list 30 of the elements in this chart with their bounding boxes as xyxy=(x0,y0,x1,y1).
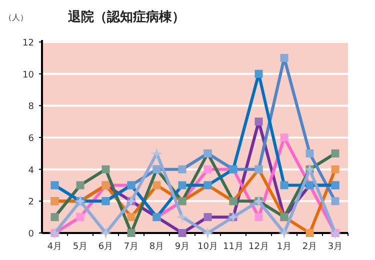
y-tick-label: 4 xyxy=(28,166,34,176)
x-tick-label: 7月 xyxy=(124,242,139,252)
point xyxy=(204,165,212,174)
y-axis-title: （人） xyxy=(4,13,28,22)
y-tick-label: 12 xyxy=(22,38,34,48)
y-tick-label: 2 xyxy=(28,198,34,208)
x-tick-label: 6月 xyxy=(98,242,114,252)
x-tick-label: 1月 xyxy=(276,242,292,252)
point xyxy=(202,227,214,239)
x-tick-label: 5月 xyxy=(72,242,88,252)
point xyxy=(176,211,188,224)
x-tick-label: 10月 xyxy=(198,242,218,252)
chart-title: 退院（認知症病棟） xyxy=(67,9,185,25)
y-tick-label: 0 xyxy=(28,230,34,240)
x-tick-label: 11月 xyxy=(223,242,244,252)
point xyxy=(150,147,163,160)
x-tick-label: 4月 xyxy=(47,242,62,252)
x-tick-label: 12月 xyxy=(248,242,269,252)
point xyxy=(254,213,263,222)
point xyxy=(280,134,288,142)
y-tick-label: 8 xyxy=(28,102,34,112)
point xyxy=(278,227,290,239)
x-tick-label: 9月 xyxy=(174,242,190,252)
x-tick-label: 2月 xyxy=(302,242,318,252)
point xyxy=(76,213,84,222)
point xyxy=(100,227,112,239)
x-tick-label: 8月 xyxy=(149,242,164,252)
y-tick-label: 10 xyxy=(22,70,34,80)
y-tick-label: 6 xyxy=(28,134,34,144)
x-tick-label: 3月 xyxy=(328,242,343,252)
